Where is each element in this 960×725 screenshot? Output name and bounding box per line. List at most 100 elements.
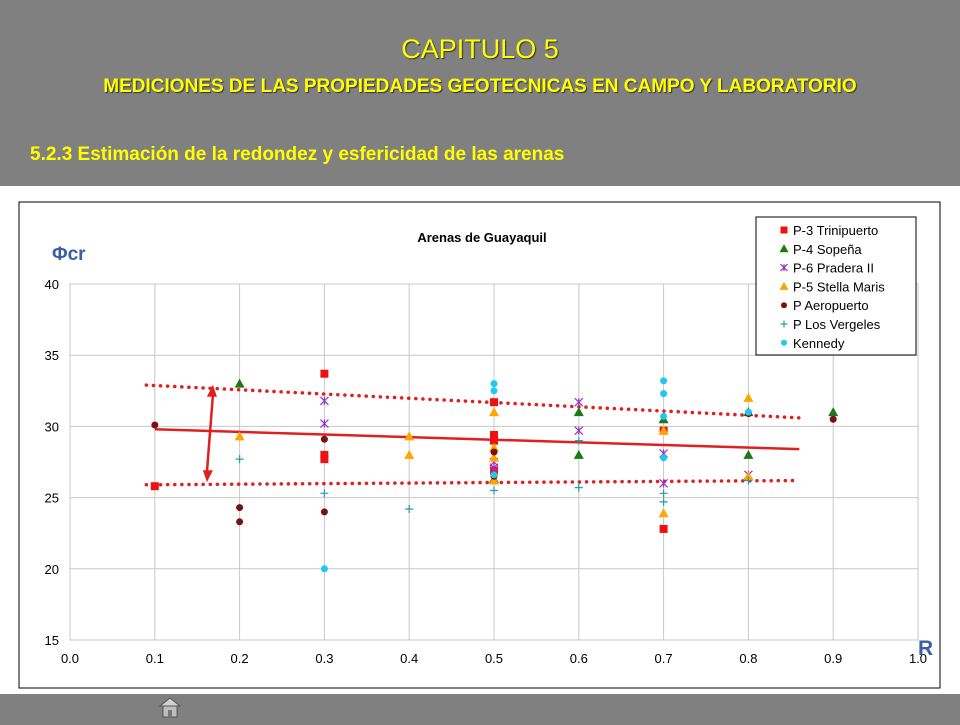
data-point: [829, 415, 837, 423]
data-point: [320, 455, 329, 464]
data-point: [489, 442, 499, 452]
data-point: [234, 431, 245, 441]
section-title: 5.2.3 Estimación de la redondez y esferi…: [30, 144, 565, 165]
data-point: [320, 508, 328, 516]
data-point: [489, 475, 499, 485]
data-point: [828, 407, 839, 417]
legend-marker: [781, 339, 787, 346]
data-point: [743, 471, 754, 481]
x-tick-label: 1.0: [909, 651, 927, 666]
legend-marker: [780, 263, 788, 272]
y-tick-label: 40: [45, 277, 59, 292]
x-tick-label: 0.5: [485, 651, 503, 666]
data-point: [320, 435, 328, 443]
data-point: [490, 436, 498, 445]
chart-axes: 0.0 0.1 0.2 0.3 0.4 0.5 0.6 0.7 0.8 0.9 1.0 15 20 25 3…: [45, 277, 928, 666]
legend-entry: P-6 Pradera II: [793, 261, 874, 276]
data-point: [236, 504, 244, 512]
data-point: [660, 412, 668, 420]
data-point: [490, 448, 498, 456]
x-tick-label: 0.6: [570, 651, 588, 666]
legend-entry: P Los Vergeles: [793, 317, 881, 332]
chapter-heading: MEDICIONES DE LAS PROPIEDADES GEOTECNICA…: [103, 76, 857, 97]
data-point: [404, 449, 415, 459]
data-point: [490, 486, 498, 495]
data-point: [574, 397, 584, 407]
data-point: [573, 449, 584, 459]
data-point: [574, 483, 583, 492]
trend-bound-line: [144, 478, 802, 487]
data-point: [489, 452, 499, 462]
legend-marker: [780, 320, 788, 328]
trend-bound-line: [144, 383, 802, 420]
data-point: [489, 407, 499, 417]
trend-line: [154, 427, 800, 451]
data-point: [320, 450, 329, 459]
y-tick-label: 15: [45, 633, 59, 648]
bottom-bar: [0, 694, 960, 720]
chart-title: Arenas de Guayaquil: [417, 230, 546, 245]
data-point: [574, 426, 584, 436]
legend-entry: Kennedy: [793, 336, 845, 351]
home-icon: [158, 697, 182, 718]
data-point: [405, 504, 414, 513]
data-point: [658, 508, 669, 518]
legend-entry: P Aeropuerto: [793, 298, 869, 313]
x-tick-label: 0.7: [655, 651, 673, 666]
data-point: [659, 524, 668, 533]
data-point: [574, 436, 583, 445]
data-point: [236, 518, 244, 526]
data-point: [319, 419, 329, 428]
x-tick-label: 0.0: [61, 651, 79, 666]
data-point: [150, 482, 159, 491]
data-point: [235, 455, 244, 464]
data-point: [319, 396, 329, 406]
data-point: [490, 471, 498, 479]
range-arrow-head-bottom: [202, 470, 213, 483]
data-point: [320, 565, 328, 573]
home-button[interactable]: [156, 694, 184, 720]
data-point: [658, 425, 669, 435]
data-point: [490, 387, 498, 395]
x-tick-label: 0.9: [824, 651, 842, 666]
legend-marker: [780, 226, 788, 234]
legend-marker: [779, 281, 789, 290]
legend-entry: P-3 Trinipuerto: [793, 223, 878, 238]
y-tick-label: 35: [45, 348, 59, 363]
slide-header: CAPITULO 5 MEDICIONES DE LAS PROPIEDADES…: [0, 0, 960, 186]
data-point: [744, 476, 753, 485]
data-point: [659, 489, 668, 498]
chart-slide: 0.0 0.1 0.2 0.3 0.4 0.5 0.6 0.7 0.8 0.9 1.0 15 20 25 3…: [0, 186, 960, 694]
x-tick-label: 0.2: [231, 651, 249, 666]
legend-marker: [779, 244, 789, 253]
data-point: [490, 398, 498, 407]
x-tick-label: 0.4: [400, 651, 418, 666]
data-point: [490, 430, 498, 439]
data-point: [489, 463, 499, 473]
data-point: [660, 390, 668, 398]
x-tick-label: 0.8: [739, 651, 757, 666]
data-point: [743, 449, 754, 459]
data-points: [150, 369, 839, 573]
chart-legend: P-3 Trinipuerto P-4 Sopeña P-6 Pradera II P…: [755, 216, 917, 356]
data-point: [151, 421, 159, 429]
scatter-chart: 0.0 0.1 0.2 0.3 0.4 0.5 0.6 0.7 0.8 0.9 1.0 15 20 25 3…: [18, 201, 941, 689]
legend-entry: P-4 Sopeña: [793, 242, 862, 257]
data-point: [320, 369, 329, 378]
data-point: [573, 407, 584, 417]
data-point: [234, 378, 245, 388]
data-point: [743, 392, 754, 402]
data-point: [320, 489, 329, 498]
legend-marker: [781, 302, 787, 309]
y-tick-label: 20: [45, 562, 59, 577]
data-point: [744, 408, 752, 416]
y-tick-label: 30: [45, 419, 59, 434]
y-tick-label: 25: [45, 491, 59, 506]
data-point: [490, 380, 498, 388]
y-axis-label: Φcr: [52, 244, 86, 265]
range-arrow-shaft: [205, 394, 215, 473]
data-point: [660, 454, 668, 462]
x-tick-label: 0.3: [315, 651, 333, 666]
data-point: [404, 431, 415, 441]
data-point: [659, 497, 668, 506]
